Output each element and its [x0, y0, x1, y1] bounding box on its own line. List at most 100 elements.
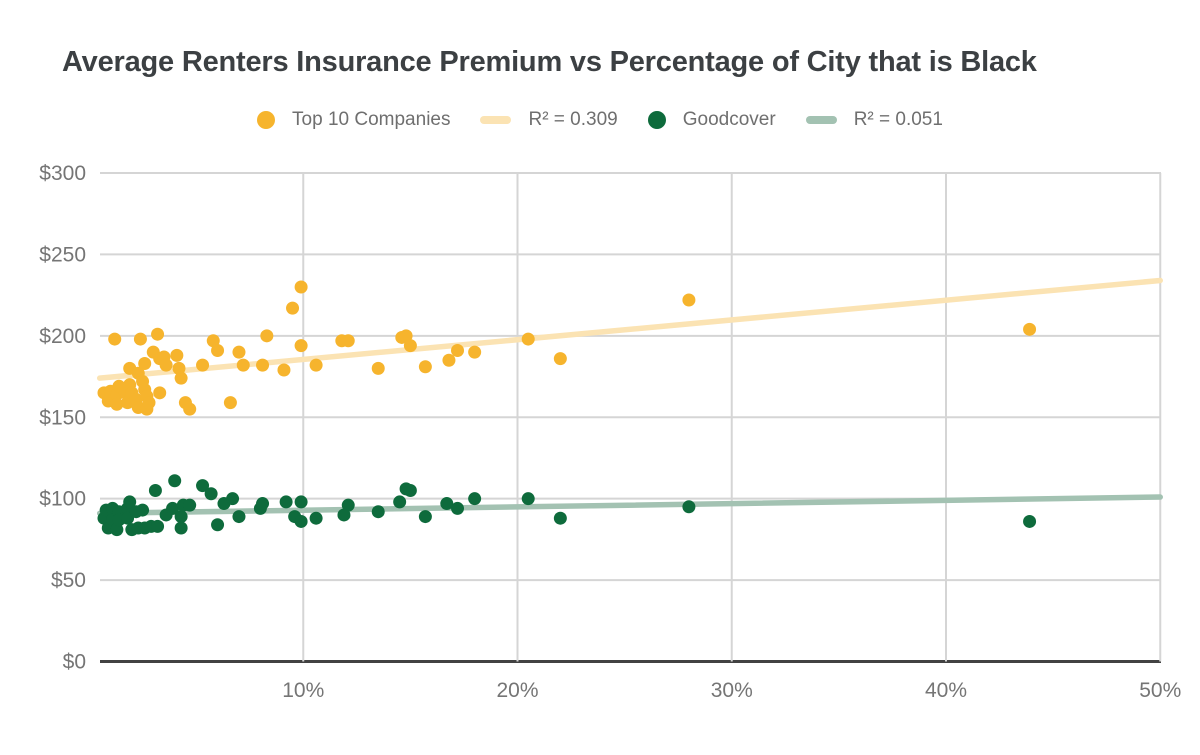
- data-point-top-10-companies: [399, 329, 413, 343]
- data-point-goodcover: [174, 510, 188, 524]
- data-point-goodcover: [553, 511, 567, 525]
- data-point-top-10-companies: [159, 358, 173, 372]
- data-point-top-10-companies: [211, 343, 225, 357]
- data-point-goodcover: [294, 514, 308, 528]
- legend-item-top-10-companies: Top 10 Companies: [257, 109, 450, 131]
- data-point-goodcover: [226, 492, 240, 506]
- legend-label: Goodcover: [682, 109, 776, 130]
- series-dot-swatch: [647, 111, 666, 129]
- data-point-top-10-companies: [1023, 322, 1037, 336]
- data-point-goodcover: [682, 500, 696, 514]
- data-point-top-10-companies: [142, 396, 156, 410]
- data-point-goodcover: [211, 518, 225, 532]
- data-point-goodcover: [168, 474, 182, 488]
- data-point-top-10-companies: [286, 301, 300, 315]
- data-point-goodcover: [196, 479, 210, 493]
- data-point-goodcover: [110, 523, 124, 537]
- data-point-goodcover: [451, 501, 465, 515]
- data-point-top-10-companies: [682, 293, 696, 307]
- y-axis-label: $150: [39, 406, 86, 429]
- data-point-goodcover: [418, 510, 432, 524]
- data-point-goodcover: [204, 487, 218, 501]
- data-point-top-10-companies: [151, 327, 165, 341]
- data-point-top-10-companies: [133, 332, 147, 346]
- data-point-top-10-companies: [451, 343, 465, 357]
- data-point-top-10-companies: [108, 332, 122, 346]
- data-point-goodcover: [309, 511, 323, 525]
- data-point-top-10-companies: [174, 371, 188, 385]
- trendline-swatch: [805, 116, 837, 124]
- data-point-goodcover: [440, 497, 454, 511]
- data-point-top-10-companies: [294, 280, 308, 294]
- data-point-goodcover: [468, 492, 482, 506]
- y-axis-label: $100: [39, 488, 86, 511]
- data-point-top-10-companies: [232, 345, 246, 359]
- data-point-top-10-companies: [294, 339, 308, 353]
- data-point-goodcover: [136, 503, 150, 517]
- data-point-goodcover: [148, 484, 162, 498]
- data-point-top-10-companies: [468, 345, 482, 359]
- data-point-goodcover: [521, 492, 535, 506]
- data-point-goodcover: [294, 495, 308, 509]
- y-axis-label: $0: [63, 651, 86, 674]
- data-point-top-10-companies: [223, 396, 237, 410]
- legend-label: Top 10 Companies: [292, 109, 451, 130]
- legend-item-goodcover: Goodcover: [647, 109, 776, 131]
- data-point-top-10-companies: [138, 357, 152, 371]
- data-point-top-10-companies: [260, 329, 274, 343]
- data-point-top-10-companies: [521, 332, 535, 346]
- trendline-top-10-companies: [96, 277, 1163, 381]
- y-axis-label: $250: [39, 243, 86, 266]
- data-point-goodcover: [393, 495, 407, 509]
- data-point-top-10-companies: [153, 386, 167, 400]
- data-point-top-10-companies: [236, 358, 250, 372]
- data-point-goodcover: [341, 498, 355, 512]
- chart-legend: Top 10 Companies R² = 0.309 Goodcover R²…: [0, 109, 1200, 131]
- data-point-top-10-companies: [341, 334, 355, 348]
- data-point-top-10-companies: [170, 348, 184, 362]
- series-dot-swatch: [257, 111, 276, 129]
- data-point-goodcover: [232, 510, 246, 524]
- data-point-goodcover: [279, 495, 293, 509]
- x-axis-label: 10%: [282, 679, 324, 702]
- data-point-top-10-companies: [183, 402, 197, 416]
- y-axis-label: $50: [51, 569, 86, 592]
- data-point-goodcover: [151, 519, 165, 533]
- data-point-top-10-companies: [442, 353, 456, 367]
- legend-label: R² = 0.051: [853, 109, 943, 130]
- data-point-goodcover: [256, 497, 270, 511]
- trendline-goodcover: [96, 494, 1163, 517]
- data-point-goodcover: [183, 498, 197, 512]
- x-axis-label: 30%: [711, 679, 753, 702]
- data-point-goodcover: [123, 495, 137, 509]
- data-point-goodcover: [337, 508, 351, 522]
- data-point-top-10-companies: [403, 339, 417, 353]
- y-axis-label: $300: [39, 162, 86, 185]
- data-point-top-10-companies: [309, 358, 323, 372]
- data-point-top-10-companies: [418, 360, 432, 374]
- data-point-goodcover: [174, 521, 188, 535]
- data-point-top-10-companies: [371, 361, 385, 375]
- data-point-top-10-companies: [172, 361, 186, 375]
- data-point-goodcover: [166, 501, 180, 515]
- data-point-top-10-companies: [256, 358, 270, 372]
- data-point-top-10-companies: [553, 352, 567, 366]
- chart-title: Average Renters Insurance Premium vs Per…: [62, 46, 1037, 78]
- data-point-top-10-companies: [277, 363, 291, 377]
- legend-item-goodcover-trendline-r2: R² = 0.051: [805, 109, 943, 131]
- data-point-goodcover: [1023, 514, 1037, 528]
- x-axis-label: 20%: [496, 679, 538, 702]
- data-point-top-10-companies: [196, 358, 210, 372]
- x-axis-label: 50%: [1139, 679, 1181, 702]
- legend-item-top10-trendline-r2: R² = 0.309: [480, 109, 618, 131]
- data-point-top-10-companies: [110, 397, 124, 411]
- data-point-goodcover: [403, 484, 417, 498]
- x-axis-label: 40%: [925, 679, 967, 702]
- trendline-swatch: [480, 116, 512, 124]
- y-axis-label: $200: [39, 325, 86, 348]
- legend-label: R² = 0.309: [528, 109, 618, 130]
- data-point-goodcover: [371, 505, 385, 519]
- data-point-top-10-companies: [206, 334, 220, 348]
